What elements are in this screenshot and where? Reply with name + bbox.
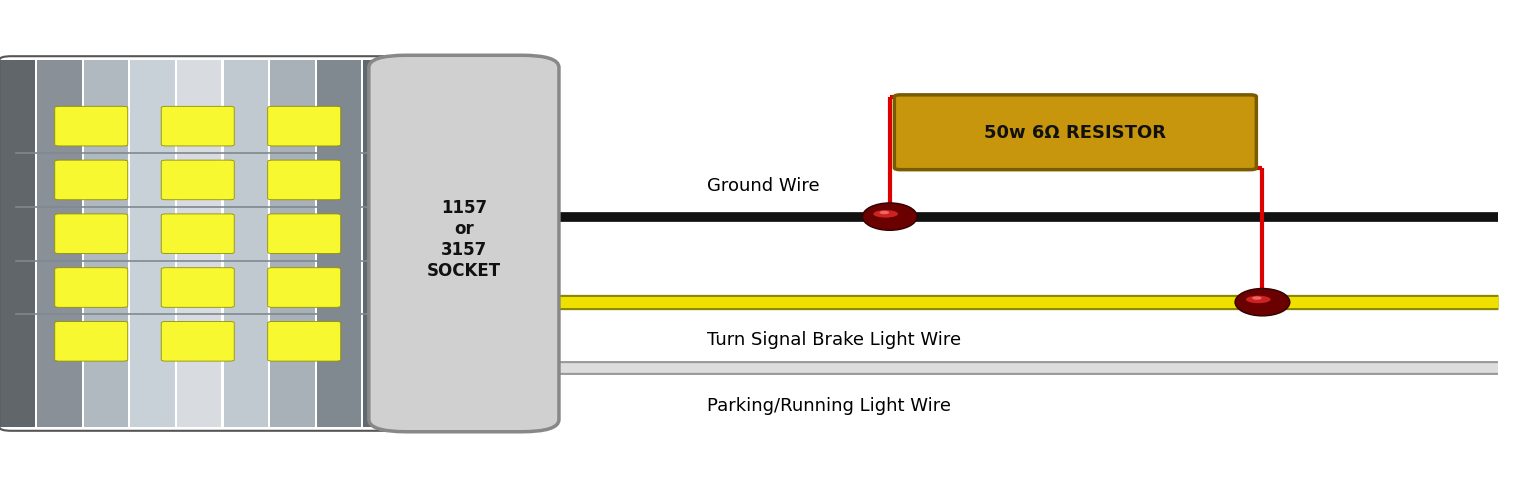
FancyBboxPatch shape <box>268 322 341 361</box>
FancyBboxPatch shape <box>55 268 128 308</box>
FancyBboxPatch shape <box>268 107 341 147</box>
Text: Parking/Running Light Wire: Parking/Running Light Wire <box>707 396 951 414</box>
FancyBboxPatch shape <box>55 322 128 361</box>
FancyBboxPatch shape <box>55 215 128 254</box>
FancyBboxPatch shape <box>161 107 234 147</box>
FancyBboxPatch shape <box>131 61 175 427</box>
FancyBboxPatch shape <box>271 61 315 427</box>
FancyBboxPatch shape <box>38 61 82 427</box>
FancyBboxPatch shape <box>268 161 341 200</box>
Ellipse shape <box>1235 289 1290 316</box>
Ellipse shape <box>862 203 917 231</box>
Text: Ground Wire: Ground Wire <box>707 177 820 194</box>
Ellipse shape <box>879 211 890 215</box>
FancyBboxPatch shape <box>161 215 234 254</box>
FancyBboxPatch shape <box>368 56 560 432</box>
FancyBboxPatch shape <box>316 61 360 427</box>
FancyBboxPatch shape <box>268 268 341 308</box>
Ellipse shape <box>1252 297 1262 300</box>
FancyBboxPatch shape <box>55 161 128 200</box>
Ellipse shape <box>873 211 897 218</box>
FancyBboxPatch shape <box>161 161 234 200</box>
FancyBboxPatch shape <box>84 61 128 427</box>
Text: 50w 6Ω RESISTOR: 50w 6Ω RESISTOR <box>984 124 1167 142</box>
FancyBboxPatch shape <box>224 61 268 427</box>
FancyBboxPatch shape <box>176 61 222 427</box>
Ellipse shape <box>1246 296 1270 304</box>
FancyBboxPatch shape <box>55 107 128 147</box>
FancyBboxPatch shape <box>364 61 408 427</box>
FancyBboxPatch shape <box>894 96 1256 170</box>
Text: 1157
or
3157
SOCKET: 1157 or 3157 SOCKET <box>427 199 500 279</box>
FancyBboxPatch shape <box>161 268 234 308</box>
FancyBboxPatch shape <box>0 61 35 427</box>
Text: Turn Signal Brake Light Wire: Turn Signal Brake Light Wire <box>707 330 961 348</box>
FancyBboxPatch shape <box>268 215 341 254</box>
FancyBboxPatch shape <box>161 322 234 361</box>
